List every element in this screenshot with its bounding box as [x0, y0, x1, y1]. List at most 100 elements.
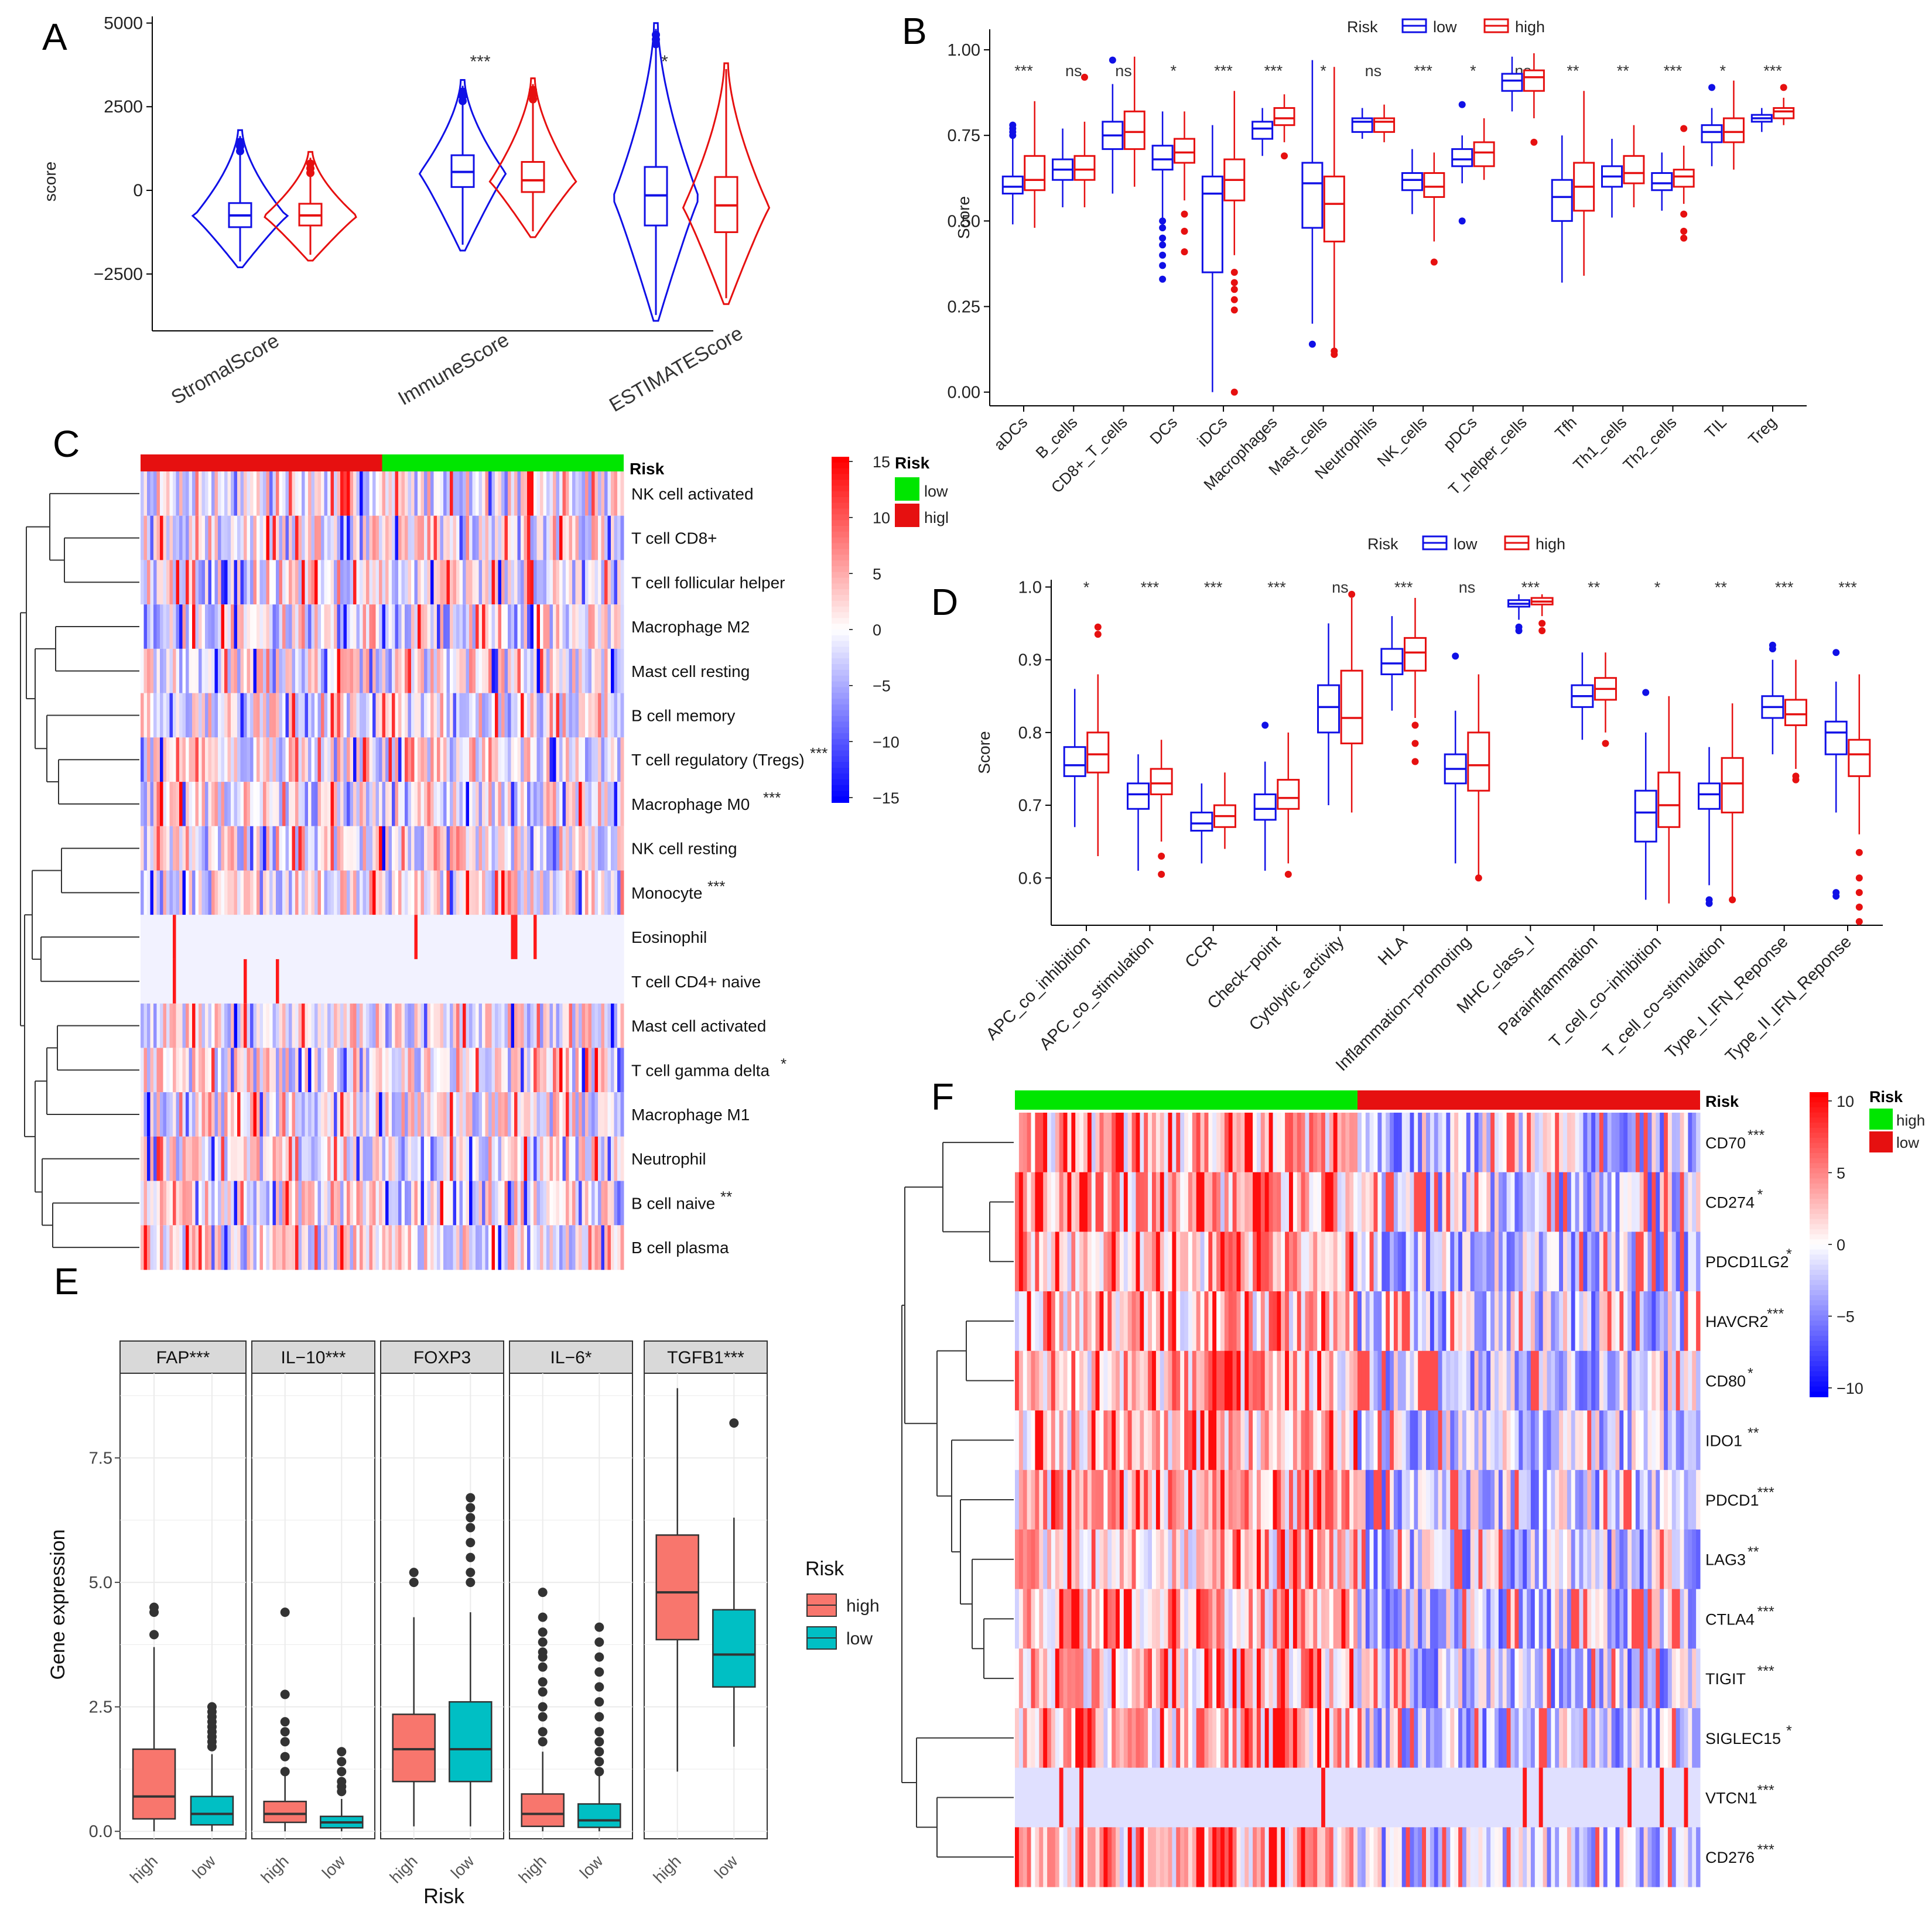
heatmap-cell: [382, 1181, 386, 1226]
heatmap-cell: [1047, 1232, 1052, 1292]
outlier-point: [1832, 649, 1840, 656]
heatmap-cell: [253, 1181, 257, 1226]
heatmap-cell: [224, 737, 228, 782]
heatmap-cell: [476, 1136, 479, 1181]
heatmap-cell: [1410, 1410, 1414, 1470]
heatmap-cell: [562, 1181, 566, 1226]
heatmap-cell: [1639, 1172, 1644, 1232]
heatmap-cell: [1462, 1232, 1467, 1292]
heatmap-cell: [1538, 1529, 1544, 1589]
heatmap-cell: [1131, 1410, 1136, 1470]
heatmap-cell: [269, 782, 273, 827]
heatmap-cell: [572, 782, 576, 827]
y-tick-label: 0.50: [948, 212, 980, 231]
heatmap-cell: [1495, 1470, 1499, 1530]
outlier-point: [1230, 279, 1238, 286]
heatmap-cell: [536, 1048, 541, 1093]
significance-label: *: [1786, 1246, 1792, 1263]
heatmap-cell: [237, 870, 241, 915]
heatmap-cell: [1527, 1350, 1531, 1411]
heatmap-cell: [1583, 1113, 1588, 1173]
heatmap-cell: [1317, 1529, 1322, 1589]
significance-label: ***: [1394, 579, 1413, 596]
heatmap-cell: [1635, 1232, 1640, 1292]
heatmap-cell: [1506, 1470, 1511, 1530]
heatmap-cell: [276, 1136, 279, 1181]
heatmap-cell: [1349, 1470, 1354, 1530]
heatmap-cell: [340, 693, 344, 738]
heatmap-cell: [1567, 1291, 1572, 1352]
heatmap-cell: [1184, 1232, 1189, 1292]
heatmap-cell: [456, 959, 460, 1004]
heatmap-cell: [579, 959, 582, 1004]
heatmap-cell: [1430, 1113, 1435, 1173]
heatmap-cell: [150, 826, 154, 871]
heatmap-cell: [1647, 1470, 1652, 1530]
heatmap-cell: [250, 515, 254, 560]
heatmap-cell: [418, 1225, 421, 1270]
heatmap-cell: [1160, 1350, 1165, 1411]
heatmap-cell: [1414, 1232, 1418, 1292]
heatmap-cell: [611, 1092, 614, 1137]
heatmap-cell: [201, 870, 206, 915]
heatmap-cell: [1168, 1291, 1172, 1352]
heatmap-cell: [540, 1048, 543, 1093]
outlier-point: [594, 1697, 604, 1707]
heatmap-cell: [566, 604, 569, 649]
heatmap-cell: [317, 826, 322, 871]
heatmap-cell: [562, 560, 566, 605]
heatmap-cell: [1208, 1232, 1213, 1292]
heatmap-cell: [398, 1136, 402, 1181]
heatmap-cell: [250, 471, 254, 517]
heatmap-cell: [446, 471, 450, 517]
heatmap-cell: [247, 1092, 251, 1137]
heatmap-cell: [517, 1225, 521, 1270]
heatmap-cell: [385, 604, 389, 649]
heatmap-cell: [1502, 1172, 1507, 1232]
heatmap-cell: [517, 1048, 521, 1093]
violin-low: [418, 78, 507, 252]
heatmap-cell: [347, 915, 350, 960]
heatmap-cell: [1127, 1172, 1133, 1232]
heatmap-cell: [363, 515, 367, 560]
heatmap-cell: [1256, 1529, 1261, 1589]
heatmap-cell: [350, 648, 354, 694]
outlier-point: [1159, 217, 1167, 225]
heatmap-cell: [1256, 1172, 1261, 1232]
heatmap-cell: [1349, 1410, 1354, 1470]
heatmap-cell: [253, 826, 257, 871]
heatmap-cell: [1442, 1291, 1447, 1352]
heatmap-cell: [388, 560, 392, 605]
heatmap-cell: [549, 604, 553, 649]
heatmap-cell: [166, 782, 170, 827]
heatmap-cell: [1684, 1350, 1688, 1411]
heatmap-cell: [1031, 1232, 1035, 1292]
heatmap-cell: [1107, 1172, 1112, 1232]
heatmap-cell: [1281, 1470, 1285, 1530]
heatmap-cell: [401, 1092, 405, 1137]
heatmap-cell: [521, 1092, 524, 1137]
heatmap-cell: [192, 915, 196, 960]
heatmap-cell: [1071, 1113, 1076, 1173]
colorbar-segment: [832, 647, 849, 654]
heatmap-cell: [234, 604, 238, 649]
heatmap-cell: [1656, 1350, 1660, 1411]
heatmap-cell: [388, 915, 392, 960]
heatmap-cell: [1144, 1232, 1148, 1292]
heatmap-cell: [244, 604, 247, 649]
row-label: IDO1: [1705, 1432, 1742, 1449]
heatmap-cell: [211, 1092, 215, 1137]
heatmap-cell: [414, 737, 418, 782]
outlier-point: [538, 1612, 548, 1622]
heatmap-cell: [443, 1092, 447, 1137]
heatmap-cell: [466, 1225, 470, 1270]
heatmap-cell: [173, 870, 176, 915]
heatmap-cell: [1281, 1350, 1285, 1411]
heatmap-cell: [1534, 1350, 1540, 1411]
heatmap-cell: [1470, 1172, 1475, 1232]
heatmap-cell: [556, 870, 560, 915]
heatmap-cell: [385, 1092, 389, 1137]
heatmap-cell: [156, 471, 160, 517]
heatmap-cell: [1510, 1291, 1515, 1352]
x-tick-label: high: [515, 1852, 550, 1886]
